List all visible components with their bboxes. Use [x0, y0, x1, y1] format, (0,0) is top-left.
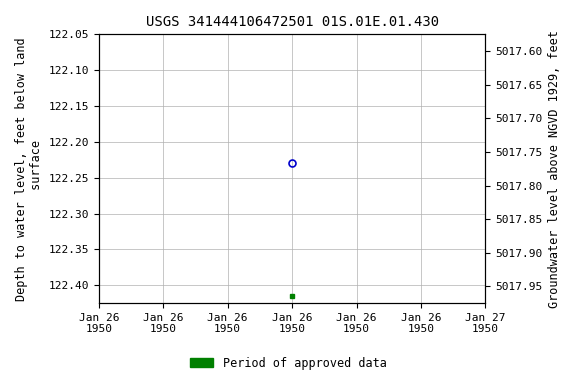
Title: USGS 341444106472501 01S.01E.01.430: USGS 341444106472501 01S.01E.01.430: [146, 15, 439, 29]
Legend: Period of approved data: Period of approved data: [185, 352, 391, 374]
Y-axis label: Depth to water level, feet below land
 surface: Depth to water level, feet below land su…: [15, 37, 43, 301]
Y-axis label: Groundwater level above NGVD 1929, feet: Groundwater level above NGVD 1929, feet: [548, 30, 561, 308]
